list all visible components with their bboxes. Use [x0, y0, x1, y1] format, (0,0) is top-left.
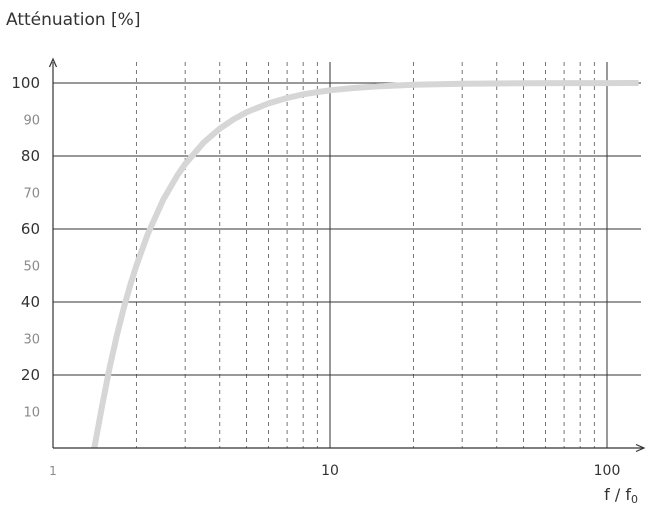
y-tick-label-20: 20 — [21, 366, 40, 384]
x-axis-label-subscript: 0 — [631, 493, 638, 506]
y-tick-label-90: 90 — [23, 114, 40, 129]
x-tick-label-1: 1 — [49, 464, 57, 478]
y-tick-label-60: 60 — [21, 220, 40, 238]
y-tick-label-80: 80 — [21, 147, 40, 165]
y-tick-label-70: 70 — [23, 187, 40, 202]
minor-gridlines — [135, 62, 595, 448]
x-axis-arrow-icon — [635, 443, 646, 453]
series-line-0 — [91, 80, 639, 449]
x-axis-label-main: f / f — [604, 485, 631, 504]
x-axis-label: f / f0 — [604, 485, 638, 506]
y-tick-label-40: 40 — [21, 293, 40, 311]
y-tick-label-30: 30 — [23, 333, 40, 348]
data-series — [91, 80, 639, 449]
x-tick-label-10: 10 — [321, 463, 339, 479]
y-tick-label-10: 10 — [23, 406, 40, 421]
chart-title: Atténuation [%] — [6, 10, 140, 30]
y-tick-label-100: 100 — [11, 74, 40, 92]
x-tick-label-100: 100 — [594, 463, 621, 479]
x-tick-labels: 1 10 100 — [49, 463, 620, 479]
axes — [48, 57, 646, 453]
y-tick-labels: 10 20 30 40 50 60 70 80 90 100 — [11, 74, 40, 421]
y-axis-arrow-icon — [48, 57, 58, 68]
y-tick-label-50: 50 — [23, 260, 40, 275]
